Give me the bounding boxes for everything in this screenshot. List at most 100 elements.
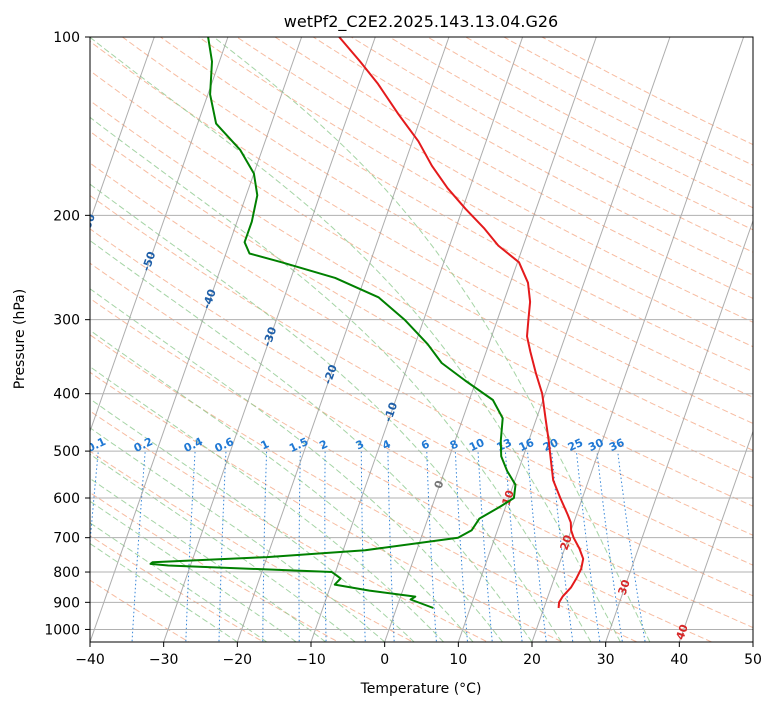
dry-adiabat-line <box>90 40 753 425</box>
mixing-ratio-line <box>324 451 327 642</box>
mixing-ratio-label: 3 <box>354 438 366 453</box>
dry-adiabats <box>90 37 753 642</box>
y-tick-label: 500 <box>53 444 80 460</box>
mixing-ratio-line <box>551 451 574 642</box>
isotherm-line <box>752 640 753 642</box>
dry-adiabat-line <box>90 100 753 479</box>
mixing-ratio-label: 0.6 <box>213 435 236 455</box>
y-axis-label: Pressure (hPa) <box>12 289 28 389</box>
dry-adiabat-line <box>90 371 564 642</box>
mixing-ratio-line <box>131 451 146 642</box>
x-tick-label: −20 <box>223 652 253 668</box>
y-tick-label: 400 <box>53 387 80 403</box>
mixing-ratio-line <box>185 451 196 642</box>
moist-adiabat-line <box>213 37 651 642</box>
dry-adiabat-line <box>541 37 753 146</box>
isotherm-line <box>384 37 597 642</box>
isotherm-label: 0 <box>432 479 447 491</box>
mixing-ratio-line <box>298 451 301 642</box>
x-tick-label: 40 <box>670 652 688 668</box>
isotherm-line <box>531 37 745 642</box>
isotherm-label: 10 <box>500 488 517 507</box>
isotherm-label: -70 <box>19 174 38 197</box>
isotherm-label: -60 <box>79 212 98 235</box>
mixing-ratio-line <box>596 451 623 642</box>
mixing-ratio-line <box>90 451 99 549</box>
dry-adiabat-line <box>121 37 753 398</box>
dry-adiabat-line <box>90 162 753 536</box>
isotherm-line <box>678 429 753 642</box>
x-tick-label: 50 <box>744 652 762 668</box>
isotherm-label: -40 <box>200 287 219 310</box>
moist-adiabat-line <box>90 240 533 642</box>
isotherm-label: -20 <box>321 363 340 386</box>
isotherm-label: 40 <box>674 622 691 641</box>
mixing-ratio-line <box>426 451 437 642</box>
dry-adiabat-line <box>90 130 753 507</box>
mixing-ratio-label: 25 <box>566 436 585 454</box>
moist-adiabats <box>90 37 651 642</box>
mixing-ratio-label: 30 <box>586 436 606 454</box>
dry-adiabat-line <box>90 334 639 642</box>
dry-adiabat-line <box>274 37 753 299</box>
isotherm-line <box>90 37 155 223</box>
mixing-ratio-label: 1.5 <box>287 435 310 455</box>
isotherm-line <box>310 37 524 642</box>
mixing-ratio-line <box>477 451 493 642</box>
mixing-ratio-label: 4 <box>380 437 393 452</box>
x-tick-label: 0 <box>380 652 389 668</box>
dry-adiabat-line <box>197 37 753 348</box>
mixing-ratio-line <box>527 451 547 642</box>
moist-adiabat-line <box>90 522 268 642</box>
isotherm-line <box>605 219 753 642</box>
isotherm-line <box>90 37 229 433</box>
mixing-ratio-line <box>454 451 469 642</box>
mixing-ratio-label: 36 <box>607 436 627 454</box>
temperature-profile <box>338 37 585 609</box>
x-tick-label: 10 <box>449 652 467 668</box>
mixing-ratio-label: 8 <box>448 438 460 453</box>
isotherm-line <box>236 37 450 642</box>
isotherm-label: -50 <box>140 249 159 272</box>
dry-adiabat-line <box>90 579 190 642</box>
isotherm-line <box>90 37 303 642</box>
chart-title: wetPf2_C2E2.2025.143.13.04.G26 <box>284 12 558 32</box>
mixing-ratio-label: 6 <box>419 437 432 452</box>
y-axis-ticks: 100 200 300 400 500 600 700 800 900 1000 <box>44 30 90 638</box>
y-tick-label: 700 <box>53 531 80 547</box>
moist-adiabat-line <box>90 542 238 642</box>
dry-adiabat-line <box>90 262 753 629</box>
moist-adiabat-line <box>90 500 297 642</box>
dry-adiabat-line <box>159 37 753 373</box>
x-axis-label: Temperature (°C) <box>360 681 482 697</box>
mixing-ratio-label: 20 <box>541 436 561 454</box>
mixing-ratio-line <box>387 451 395 642</box>
x-tick-label: −40 <box>75 652 105 668</box>
dry-adiabat-line <box>90 297 713 642</box>
mixing-ratio-label: 10 <box>467 436 487 454</box>
isotherm-line <box>457 37 671 642</box>
moist-adiabat-line <box>90 366 444 642</box>
x-tick-label: −30 <box>149 652 179 668</box>
moist-adiabat-line <box>90 453 356 642</box>
y-tick-label: 900 <box>53 595 80 611</box>
profiles <box>149 37 585 609</box>
mixing-ratio-line <box>617 451 646 642</box>
dry-adiabat-line <box>312 37 753 276</box>
isotherm-label: 20 <box>558 533 575 552</box>
isotherm-label: -10 <box>381 400 400 423</box>
mixing-ratio-label: 2 <box>317 438 329 453</box>
dry-adiabat-line <box>426 37 753 209</box>
moist-adiabat-line <box>90 288 503 642</box>
dewpoint-profile <box>149 37 517 609</box>
plot-frame <box>89 36 754 643</box>
mixing-ratio-label: 13 <box>495 436 514 454</box>
isotherm-line <box>0 37 7 642</box>
x-tick-label: −10 <box>296 652 326 668</box>
dry-adiabat-line <box>90 228 753 597</box>
mixing-ratio-line <box>218 451 227 642</box>
moist-adiabat-line <box>90 183 562 642</box>
dry-adiabat-line <box>90 450 415 642</box>
